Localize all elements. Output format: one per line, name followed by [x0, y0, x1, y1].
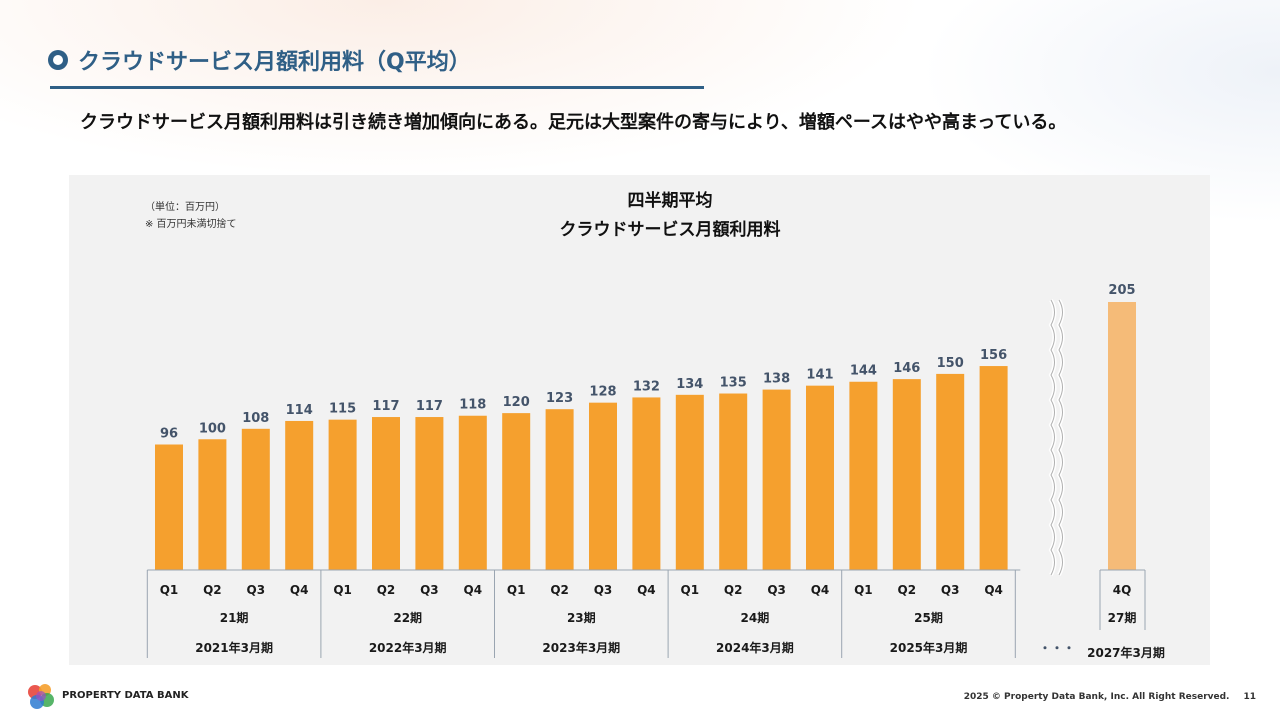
bar: [328, 419, 357, 570]
bar: [589, 402, 617, 570]
bar-value-label: 134: [676, 377, 703, 392]
quarter-label: Q4: [984, 583, 1003, 597]
quarter-label: Q2: [377, 583, 396, 597]
bar-value-label: 146: [893, 361, 920, 376]
title-divider: [50, 86, 704, 89]
bar-value-label: 123: [546, 391, 573, 406]
rounding-note: ※ 百万円未満切捨て: [145, 219, 237, 230]
lead-text: クラウドサービス月額利用料は引き続き増加傾向にある。足元は大型案件の寄与により、…: [80, 112, 1067, 133]
axis-break-wave-edge: [1050, 299, 1055, 576]
forecast-quarter-label: 4Q: [1113, 583, 1132, 597]
bar: [545, 409, 574, 570]
chart-title: 四半期平均 クラウドサービス月額利用料: [430, 187, 910, 245]
forecast-fiscal-year-label: 2027年3月期: [1087, 645, 1165, 660]
bar-value-label: 150: [937, 356, 964, 371]
page-title: クラウドサービス月額利用料（Q平均）: [78, 50, 471, 75]
fiscal-year-label: 2025年3月期: [890, 640, 968, 655]
bar: [806, 385, 834, 570]
company-name: PROPERTY DATA BANK: [62, 690, 189, 701]
quarter-label: Q3: [767, 583, 786, 597]
forecast-period-label: 27期: [1108, 610, 1137, 625]
fiscal-year-label: 2021年3月期: [195, 640, 273, 655]
quarter-label: Q1: [160, 583, 179, 597]
quarter-label: Q3: [941, 583, 960, 597]
axis-break-wave-edge: [1058, 299, 1063, 576]
quarter-label: Q4: [464, 583, 483, 597]
bar: [155, 444, 183, 570]
fiscal-year-label: 2024年3月期: [716, 640, 794, 655]
bar: [285, 420, 314, 570]
unit-label: （単位：百万円）: [145, 202, 225, 213]
bar: [241, 428, 270, 570]
gap-marker: ・・・: [1039, 641, 1075, 655]
quarter-label: Q4: [811, 583, 830, 597]
bar-value-label: 117: [372, 399, 399, 414]
period-label: 24期: [741, 610, 770, 625]
fiscal-year-label: 2022年3月期: [369, 640, 447, 655]
forecast-value-label: 205: [1108, 283, 1135, 298]
bar: [675, 394, 704, 570]
bar-value-label: 117: [416, 399, 443, 414]
bar: [762, 389, 791, 570]
bar: [502, 413, 531, 570]
bar-value-label: 141: [806, 368, 833, 383]
period-label: 23期: [567, 610, 596, 625]
footer-copyright: 2025 © Property Data Bank, Inc. All Righ…: [950, 692, 1256, 702]
forecast-bar: [1108, 302, 1136, 570]
quarter-label: Q4: [290, 583, 309, 597]
title-bullet-icon: [48, 50, 68, 70]
bar: [415, 417, 444, 570]
bar-value-label: 144: [850, 364, 877, 379]
bar-value-label: 156: [980, 348, 1007, 363]
bar: [719, 393, 748, 570]
period-label: 25期: [914, 610, 943, 625]
quarter-label: Q3: [594, 583, 613, 597]
chart-title-line1: 四半期平均: [627, 191, 713, 211]
company-logo-icon: [28, 684, 54, 709]
bar: [936, 373, 965, 570]
quarter-label: Q1: [854, 583, 873, 597]
quarter-label: Q2: [550, 583, 569, 597]
quarter-label: Q4: [637, 583, 656, 597]
bar-value-label: 115: [329, 402, 356, 417]
quarter-label: Q1: [333, 583, 352, 597]
page-number: 11: [1243, 692, 1256, 702]
quarter-label: Q1: [681, 583, 700, 597]
unit-note: （単位：百万円） ※ 百万円未満切捨て: [145, 199, 237, 233]
period-label: 22期: [393, 610, 422, 625]
bar-value-label: 132: [633, 379, 660, 394]
bar: [372, 417, 400, 570]
bar-value-label: 135: [720, 376, 747, 391]
bar-value-label: 100: [199, 421, 226, 436]
bar: [849, 381, 878, 570]
bar: [198, 439, 227, 570]
quarter-label: Q2: [724, 583, 743, 597]
quarter-label: Q3: [247, 583, 266, 597]
bar: [892, 379, 921, 570]
bar-value-label: 120: [503, 395, 530, 410]
bar: [632, 397, 661, 570]
copyright-text: 2025 © Property Data Bank, Inc. All Righ…: [963, 692, 1230, 702]
quarter-label: Q3: [420, 583, 439, 597]
period-label: 21期: [220, 610, 249, 625]
bar: [458, 415, 487, 570]
quarter-label: Q2: [203, 583, 222, 597]
bar-value-label: 138: [763, 372, 790, 387]
quarter-label: Q2: [898, 583, 917, 597]
bar-value-label: 128: [589, 385, 616, 400]
page-header: クラウドサービス月額利用料（Q平均）: [48, 44, 471, 76]
chart-title-line2: クラウドサービス月額利用料: [559, 220, 781, 240]
quarter-label: Q1: [507, 583, 526, 597]
bar: [979, 366, 1008, 570]
bar-value-label: 118: [459, 398, 486, 413]
bar-value-label: 108: [242, 411, 269, 426]
bar-value-label: 96: [160, 426, 178, 441]
fiscal-year-label: 2023年3月期: [542, 640, 620, 655]
bar-value-label: 114: [286, 403, 313, 418]
